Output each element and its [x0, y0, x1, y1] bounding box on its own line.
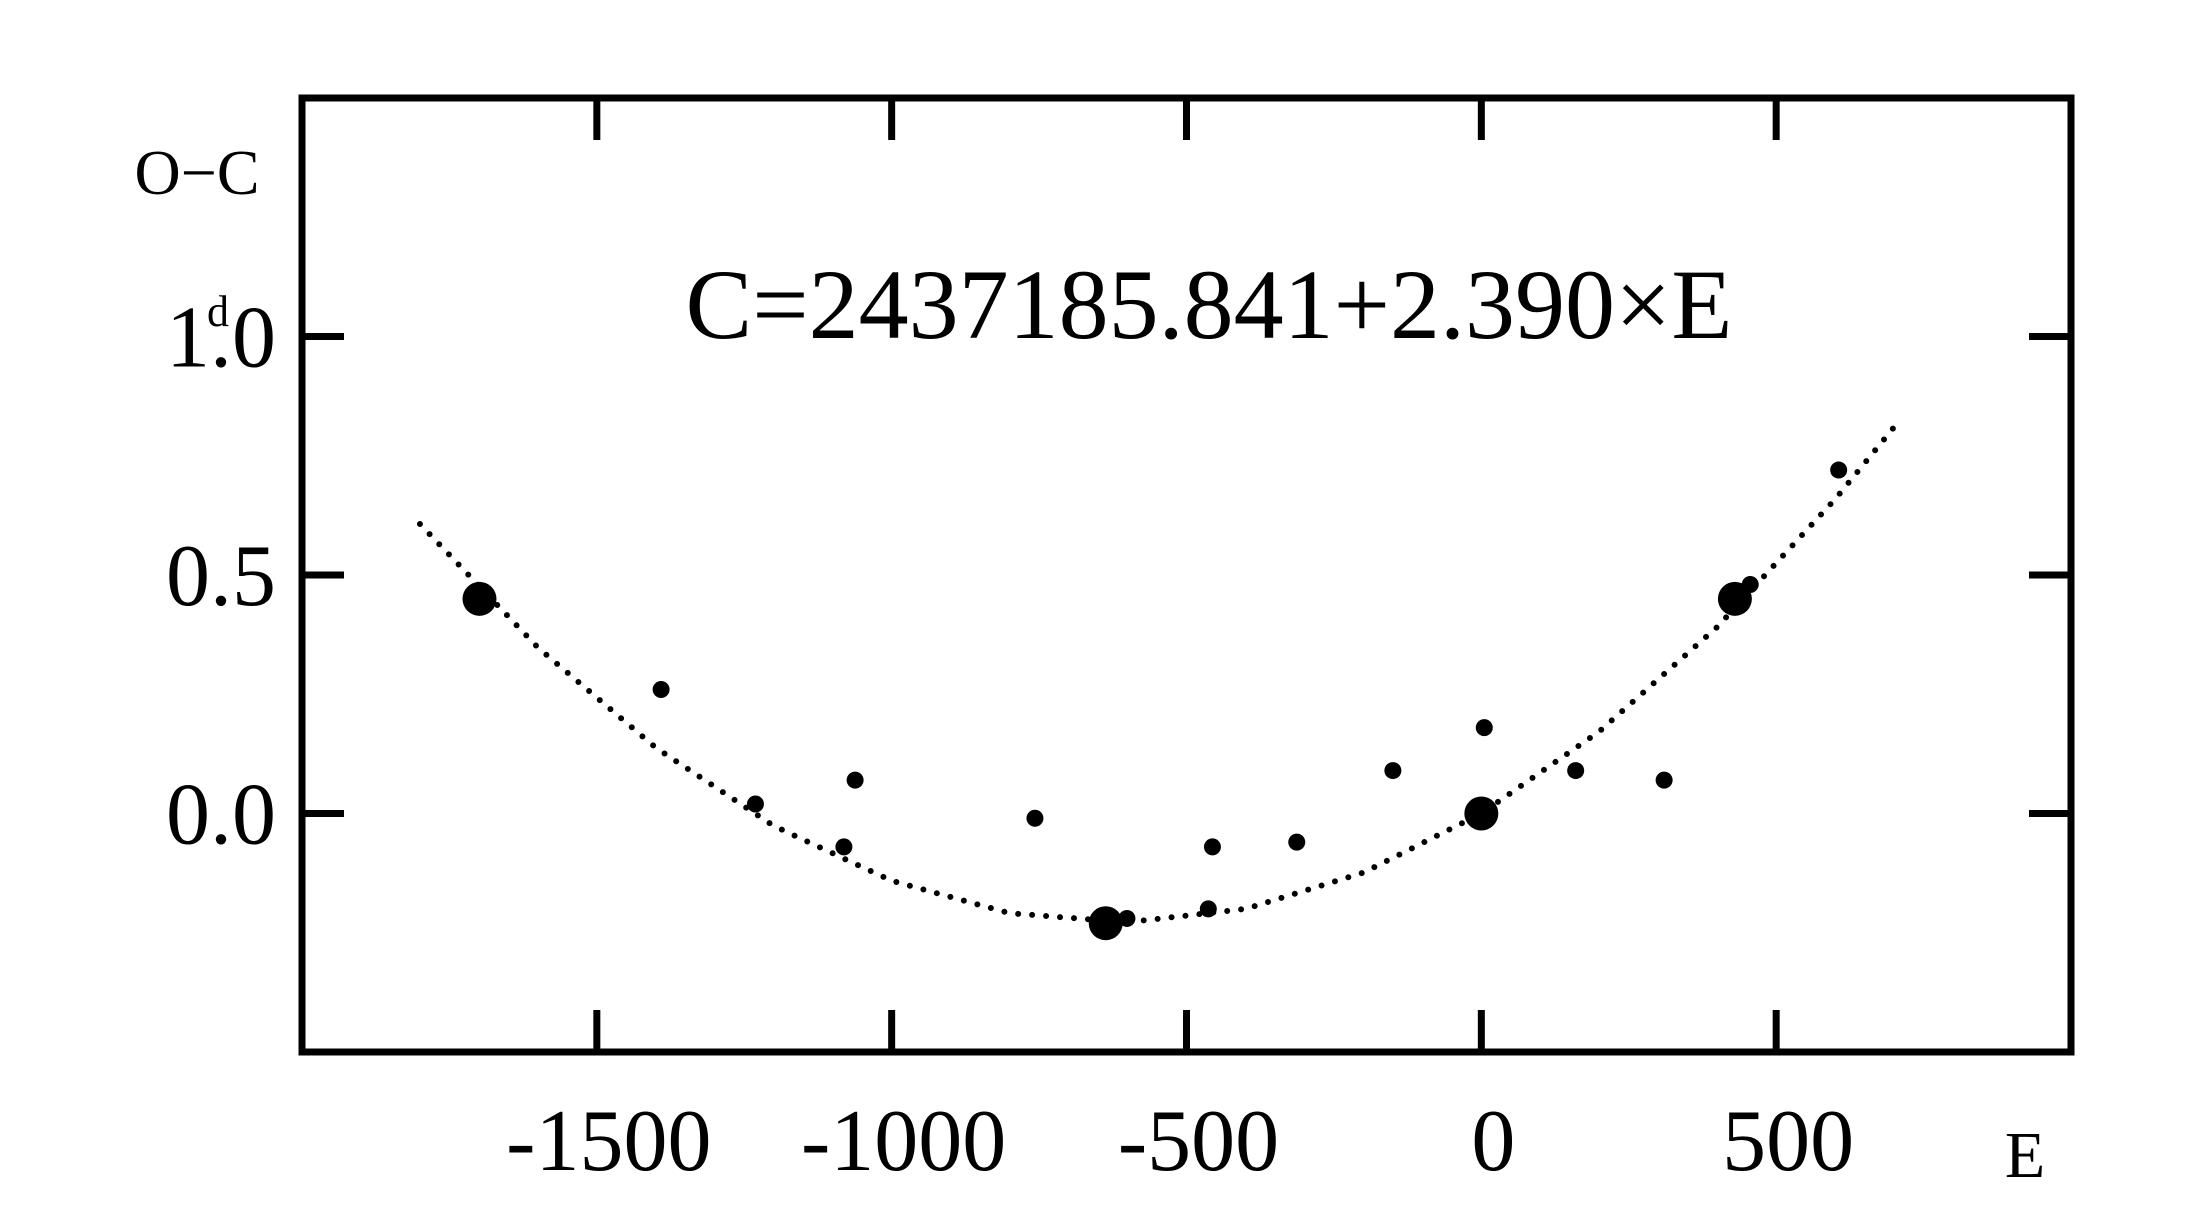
data-point: [1741, 576, 1759, 594]
data-point: [1384, 762, 1402, 780]
y-axis-label: O−C: [135, 137, 260, 208]
data-point: [1088, 906, 1123, 941]
y-unit: d: [207, 287, 229, 336]
y-tick-label: 1.0: [166, 290, 276, 387]
data-point: [473, 595, 491, 613]
data-point: [746, 795, 764, 813]
fit-curve: [416, 424, 1898, 926]
y-tick-label: 0.5: [166, 528, 276, 625]
x-tick-label: -1500: [506, 1093, 711, 1190]
data-point: [1203, 838, 1221, 856]
data-point: [1475, 719, 1493, 737]
data-point: [835, 838, 853, 856]
data-point: [1655, 771, 1673, 789]
data-point: [1717, 581, 1752, 616]
data-point: [1830, 461, 1848, 479]
x-axis-label: E: [2005, 1119, 2045, 1192]
y-tick-label: 0.0: [166, 767, 276, 864]
annotation: C=2437185.841+2.390×E: [686, 249, 1733, 360]
x-tick-label: -500: [1118, 1093, 1279, 1190]
x-tick-label: 500: [1722, 1093, 1854, 1190]
data-point: [1567, 762, 1585, 780]
x-tick-label: 0: [1471, 1093, 1515, 1190]
data-point: [1464, 796, 1499, 831]
data-point: [1288, 833, 1306, 851]
data-point: [1199, 900, 1217, 918]
data-point: [846, 771, 864, 789]
plot-frame: [298, 94, 2075, 1056]
data-point: [652, 680, 670, 698]
data-point: [1026, 809, 1044, 827]
data-point: [1118, 909, 1136, 927]
x-tick-label: -1000: [801, 1093, 1006, 1190]
